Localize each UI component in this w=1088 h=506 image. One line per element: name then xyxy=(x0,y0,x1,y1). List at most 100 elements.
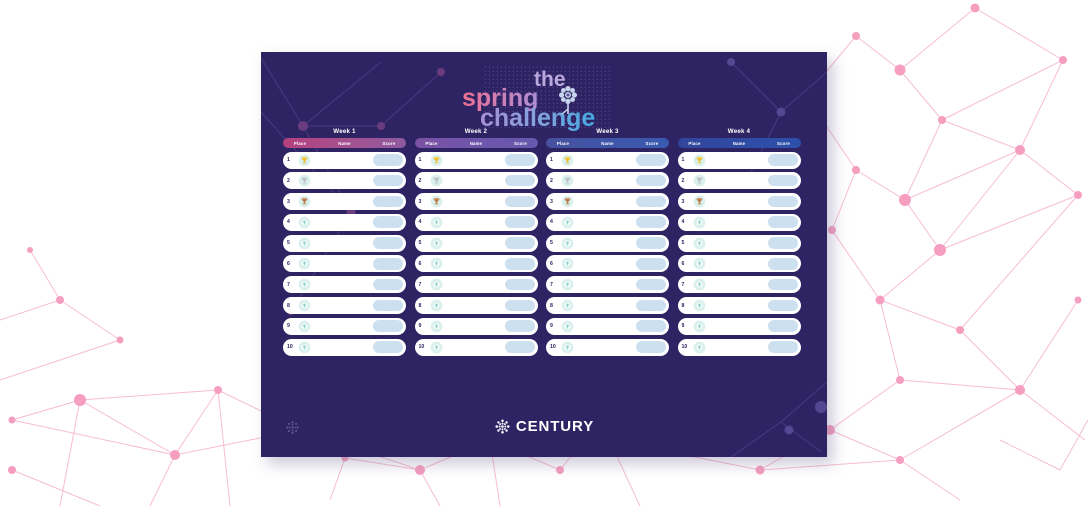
score-cell[interactable] xyxy=(373,195,403,208)
leaderboard-row[interactable]: 2 xyxy=(414,172,538,190)
score-cell[interactable] xyxy=(504,341,535,353)
rosette-icon xyxy=(298,299,311,312)
score-cell[interactable] xyxy=(767,237,798,249)
score-cell[interactable] xyxy=(636,195,666,208)
score-cell[interactable] xyxy=(504,278,535,291)
place-number: 5 xyxy=(418,240,422,247)
leaderboard-row[interactable]: 8 xyxy=(677,297,801,315)
trophy-gold-icon xyxy=(430,154,442,166)
place-number: 7 xyxy=(418,281,422,288)
score-cell[interactable] xyxy=(373,216,403,229)
leaderboard-row[interactable]: 5 xyxy=(283,234,406,252)
score-cell[interactable] xyxy=(636,174,666,187)
score-cell[interactable] xyxy=(373,258,403,270)
score-cell[interactable] xyxy=(373,237,403,249)
score-cell[interactable] xyxy=(504,174,535,187)
place-number: 6 xyxy=(418,260,422,267)
leaderboard-row[interactable]: 1 xyxy=(414,151,538,169)
score-cell[interactable] xyxy=(636,216,666,229)
score-cell[interactable] xyxy=(767,278,798,291)
leaderboard-row[interactable]: 3 xyxy=(283,193,406,211)
leaderboard-row[interactable]: 5 xyxy=(546,234,669,252)
place-number: 5 xyxy=(550,240,553,247)
leaderboard-row[interactable]: 5 xyxy=(677,234,801,252)
leaderboard-row[interactable]: 3 xyxy=(414,193,538,211)
score-cell[interactable] xyxy=(636,258,666,270)
score-cell[interactable] xyxy=(373,278,403,291)
leaderboard-row[interactable]: 8 xyxy=(414,297,538,315)
score-cell[interactable] xyxy=(767,341,798,353)
leaderboard-row[interactable]: 10 xyxy=(546,338,669,356)
logo-line-challenge: challenge xyxy=(480,104,595,132)
leaderboard-row[interactable]: 4 xyxy=(677,213,801,231)
score-cell[interactable] xyxy=(767,258,798,270)
leaderboard-row[interactable]: 1 xyxy=(283,151,406,169)
score-cell[interactable] xyxy=(504,237,535,249)
leaderboard-row[interactable]: 7 xyxy=(283,276,406,294)
score-cell[interactable] xyxy=(504,320,535,333)
score-cell[interactable] xyxy=(636,299,666,312)
score-cell[interactable] xyxy=(373,174,403,187)
leaderboard-row[interactable]: 10 xyxy=(677,338,801,356)
place-number: 3 xyxy=(418,198,422,205)
leaderboard-row[interactable]: 2 xyxy=(677,172,801,190)
score-cell[interactable] xyxy=(767,174,798,187)
header-name: Name xyxy=(732,140,746,146)
leaderboard-row[interactable]: 6 xyxy=(283,255,406,273)
score-cell[interactable] xyxy=(767,195,798,208)
score-cell[interactable] xyxy=(373,154,403,166)
score-cell[interactable] xyxy=(636,237,666,249)
score-cell[interactable] xyxy=(504,154,535,166)
score-cell[interactable] xyxy=(767,320,798,333)
leaderboard-row[interactable]: 8 xyxy=(546,297,669,315)
trophy-gold-icon xyxy=(298,154,311,166)
leaderboard-row[interactable]: 2 xyxy=(546,172,669,190)
leaderboard-row[interactable]: 6 xyxy=(546,255,669,273)
leaderboard-row[interactable]: 6 xyxy=(414,255,538,273)
leaderboard-row[interactable]: 8 xyxy=(283,297,406,315)
leaderboard-row[interactable]: 10 xyxy=(283,338,406,356)
leaderboard-row[interactable]: 4 xyxy=(546,213,669,231)
score-cell[interactable] xyxy=(636,154,666,166)
rosette-icon xyxy=(561,258,574,270)
leaderboard-row[interactable]: 9 xyxy=(283,317,406,335)
place-number: 4 xyxy=(287,219,290,226)
leaderboard-row[interactable]: 9 xyxy=(414,317,538,335)
score-cell[interactable] xyxy=(373,299,403,312)
leaderboard-rows: 1 2 xyxy=(677,151,801,356)
leaderboard-row[interactable]: 2 xyxy=(283,172,406,190)
place-number: 2 xyxy=(550,177,553,184)
leaderboard-row[interactable]: 1 xyxy=(677,151,801,169)
leaderboard-row[interactable]: 9 xyxy=(677,317,801,335)
score-cell[interactable] xyxy=(636,341,666,353)
leaderboard-row[interactable]: 7 xyxy=(414,276,538,294)
score-cell[interactable] xyxy=(767,216,798,229)
score-cell[interactable] xyxy=(504,195,535,208)
leaderboard-row[interactable]: 9 xyxy=(546,317,669,335)
score-cell[interactable] xyxy=(636,278,666,291)
score-cell[interactable] xyxy=(636,320,666,333)
trophy-bronze-icon xyxy=(298,195,311,208)
leaderboard-row[interactable]: 7 xyxy=(677,276,801,294)
leaderboard-row[interactable]: 4 xyxy=(414,213,538,231)
score-cell[interactable] xyxy=(504,216,535,229)
score-cell[interactable] xyxy=(504,258,535,270)
score-cell[interactable] xyxy=(767,154,798,166)
place-number: 6 xyxy=(287,260,290,267)
logo-line-spring: spring xyxy=(462,84,538,112)
leaderboard-row[interactable]: 6 xyxy=(677,255,801,273)
place-number: 5 xyxy=(681,240,685,247)
place-number: 2 xyxy=(418,177,422,184)
leaderboard-row[interactable]: 10 xyxy=(414,338,538,356)
score-cell[interactable] xyxy=(504,299,535,312)
leaderboard-row[interactable]: 3 xyxy=(546,193,669,211)
leaderboard-row[interactable]: 3 xyxy=(677,193,801,211)
leaderboard-row[interactable]: 4 xyxy=(283,213,406,231)
leaderboard-row[interactable]: 5 xyxy=(414,234,538,252)
leaderboard-row[interactable]: 7 xyxy=(546,276,669,294)
score-cell[interactable] xyxy=(767,299,798,312)
score-cell[interactable] xyxy=(373,341,403,353)
leaderboard-row[interactable]: 1 xyxy=(546,151,669,169)
score-cell[interactable] xyxy=(373,320,403,333)
place-number: 4 xyxy=(681,219,685,226)
